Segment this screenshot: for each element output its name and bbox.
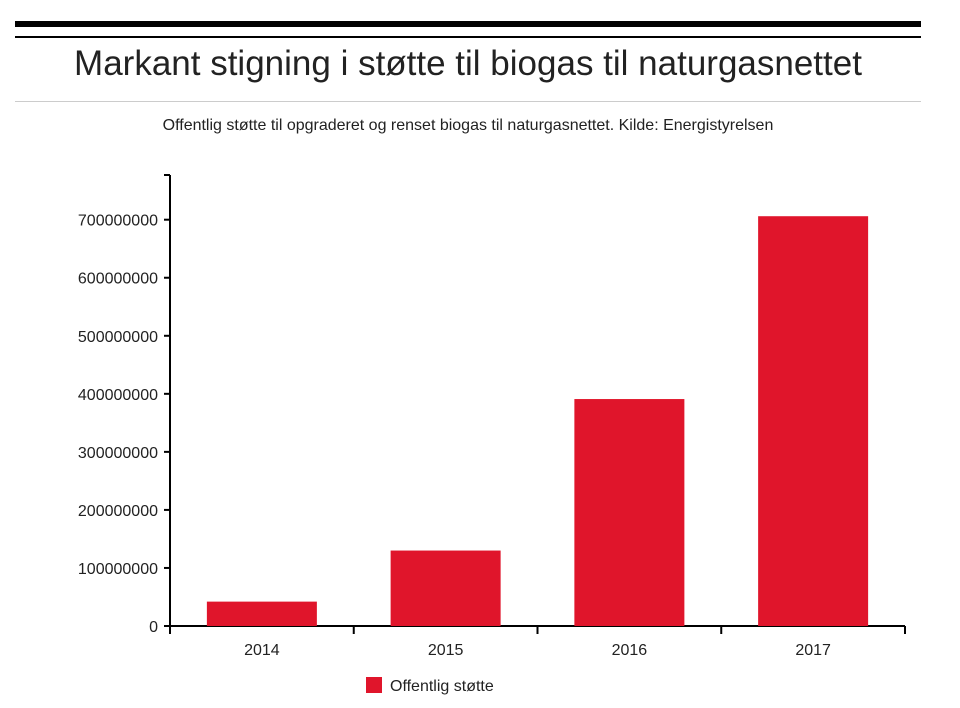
bar-2015: [390, 550, 501, 626]
y-tick-label: 300000000: [78, 445, 158, 462]
y-tick-label: 0: [149, 619, 158, 636]
bar-2014: [206, 601, 317, 626]
y-tick-label: 600000000: [78, 271, 158, 288]
legend-label: Offentlig støtte: [390, 678, 494, 695]
y-tick-label: 700000000: [78, 213, 158, 230]
x-tick-label: 2014: [244, 642, 280, 659]
chart-subtitle: Offentlig støtte til opgraderet og rense…: [162, 117, 774, 134]
header-thin-rule: [15, 36, 921, 38]
y-tick-label: 500000000: [78, 329, 158, 346]
y-tick-label: 200000000: [78, 503, 158, 520]
legend-swatch: [366, 677, 382, 693]
title-divider: [15, 101, 921, 102]
x-tick-label: 2016: [612, 642, 648, 659]
chart-title: Markant stigning i støtte til biogas til…: [74, 44, 862, 83]
y-tick-label: 400000000: [78, 387, 158, 404]
bar-2017: [758, 216, 869, 627]
x-tick-label: 2015: [428, 642, 464, 659]
header-thick-rule: [15, 21, 921, 27]
x-tick-label: 2017: [795, 642, 831, 659]
y-tick-label: 100000000: [78, 561, 158, 578]
bar-2016: [574, 399, 685, 626]
